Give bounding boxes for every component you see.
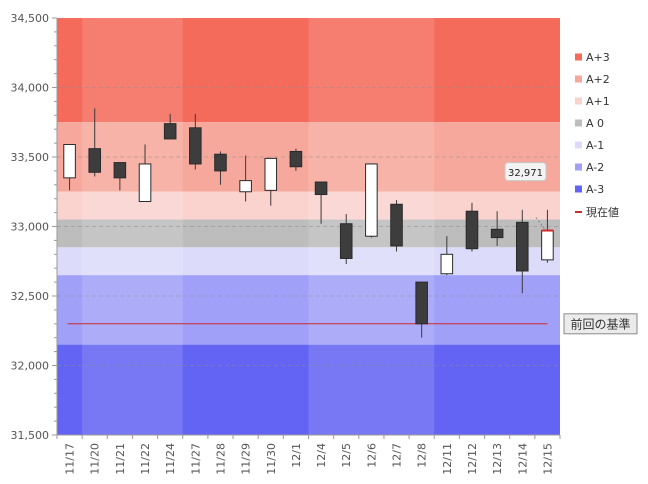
previous-reference-label: 前回の基準 bbox=[570, 316, 630, 331]
candle-body-up bbox=[239, 180, 252, 193]
y-tick-label: 34,000 bbox=[11, 82, 50, 95]
x-tick-label: 12/11 bbox=[441, 443, 454, 475]
x-tick-label: 12/13 bbox=[491, 443, 504, 475]
x-tick-label: 12/5 bbox=[340, 443, 353, 468]
legend-label: A+2 bbox=[586, 73, 610, 86]
band-0 bbox=[57, 18, 560, 123]
legend-label: A-3 bbox=[586, 183, 604, 196]
candle-body-up bbox=[264, 157, 278, 191]
candle-body-down bbox=[113, 162, 127, 179]
x-tick-label: 11/30 bbox=[265, 443, 278, 475]
legend: A+3 A+2 A+1 A 0 A-1 A-2 A-3 現在値 bbox=[575, 51, 619, 219]
x-tick-label: 12/12 bbox=[466, 443, 479, 475]
legend-label: 現在値 bbox=[586, 206, 619, 219]
legend-swatch bbox=[575, 75, 582, 83]
x-tick-label: 12/1 bbox=[290, 443, 303, 468]
x-tick-label: 11/24 bbox=[164, 443, 177, 475]
x-tick-label: 12/7 bbox=[391, 443, 404, 468]
legend-label: A+1 bbox=[586, 95, 610, 108]
x-tick-label: 11/21 bbox=[114, 443, 127, 475]
y-tick-label: 33,500 bbox=[11, 151, 50, 164]
y-tick-label: 32,500 bbox=[11, 290, 50, 303]
candle-body-down bbox=[390, 203, 403, 247]
legend-swatch bbox=[575, 119, 582, 127]
x-tick-label: 12/14 bbox=[516, 443, 529, 475]
x-axis: 11/17 11/20 11/21 11/22 11/24 11/27 11/28 11/29… bbox=[56, 434, 561, 475]
candle-body-up bbox=[138, 163, 152, 202]
legend-swatch bbox=[575, 97, 582, 105]
x-tick-label: 11/29 bbox=[240, 443, 253, 475]
candle-body-down bbox=[88, 148, 102, 173]
candle-body-down bbox=[314, 181, 328, 196]
week-shade-0 bbox=[82, 18, 183, 435]
candle-body-down bbox=[189, 127, 202, 165]
candle-body-up bbox=[541, 230, 554, 261]
legend-swatch bbox=[575, 185, 582, 193]
x-tick-label: 11/27 bbox=[189, 443, 202, 475]
current-value-leader bbox=[535, 216, 545, 229]
candle-body-down bbox=[339, 223, 353, 259]
candle-layer bbox=[63, 108, 554, 338]
x-tick-label: 12/4 bbox=[315, 443, 328, 468]
candle-body-up bbox=[63, 143, 76, 179]
reference-layer: 前回の基準 bbox=[67, 313, 638, 335]
legend-label: A-2 bbox=[586, 161, 604, 174]
x-tick-label: 12/8 bbox=[416, 443, 429, 468]
candle-body-up bbox=[440, 253, 454, 275]
y-tick-label: 31,500 bbox=[11, 429, 50, 442]
candle-body-down bbox=[465, 210, 479, 250]
candle-body-down bbox=[163, 123, 177, 140]
x-tick-label: 11/22 bbox=[139, 443, 152, 475]
candle-body-up bbox=[365, 163, 378, 237]
candle-body-down bbox=[515, 221, 529, 272]
legend-label: A 0 bbox=[586, 117, 604, 130]
candle-body-down bbox=[490, 228, 504, 239]
x-tick-label: 11/20 bbox=[89, 443, 102, 475]
legend-swatch bbox=[575, 163, 582, 171]
x-tick-label: 12/6 bbox=[365, 443, 378, 468]
y-tick-label: 32,000 bbox=[11, 360, 50, 373]
candle-body-down bbox=[415, 281, 428, 325]
current-value-label-box bbox=[504, 162, 547, 182]
legend-swatch bbox=[575, 141, 582, 149]
y-tick-label: 33,000 bbox=[11, 221, 50, 234]
x-tick-label: 11/28 bbox=[214, 443, 227, 475]
current-value-layer: 32,971 bbox=[504, 162, 554, 232]
x-tick-label: 12/15 bbox=[541, 443, 554, 475]
previous-reference-label-box bbox=[563, 313, 638, 335]
band-5 bbox=[57, 275, 560, 345]
candle-body-down bbox=[214, 153, 227, 172]
legend-label: A-1 bbox=[586, 139, 604, 152]
x-tick-label: 11/17 bbox=[64, 443, 77, 475]
band-6 bbox=[57, 344, 560, 435]
current-value-label: 32,971 bbox=[508, 168, 543, 179]
legend-swatch bbox=[575, 53, 582, 61]
y-axis: 31,500 32,000 32,500 33,000 33,500 34,000 34,5… bbox=[11, 12, 58, 442]
legend-label: A+3 bbox=[586, 51, 610, 64]
y-tick-label: 34,500 bbox=[11, 12, 50, 25]
candle-body-down bbox=[289, 150, 303, 168]
band-4 bbox=[57, 247, 560, 276]
